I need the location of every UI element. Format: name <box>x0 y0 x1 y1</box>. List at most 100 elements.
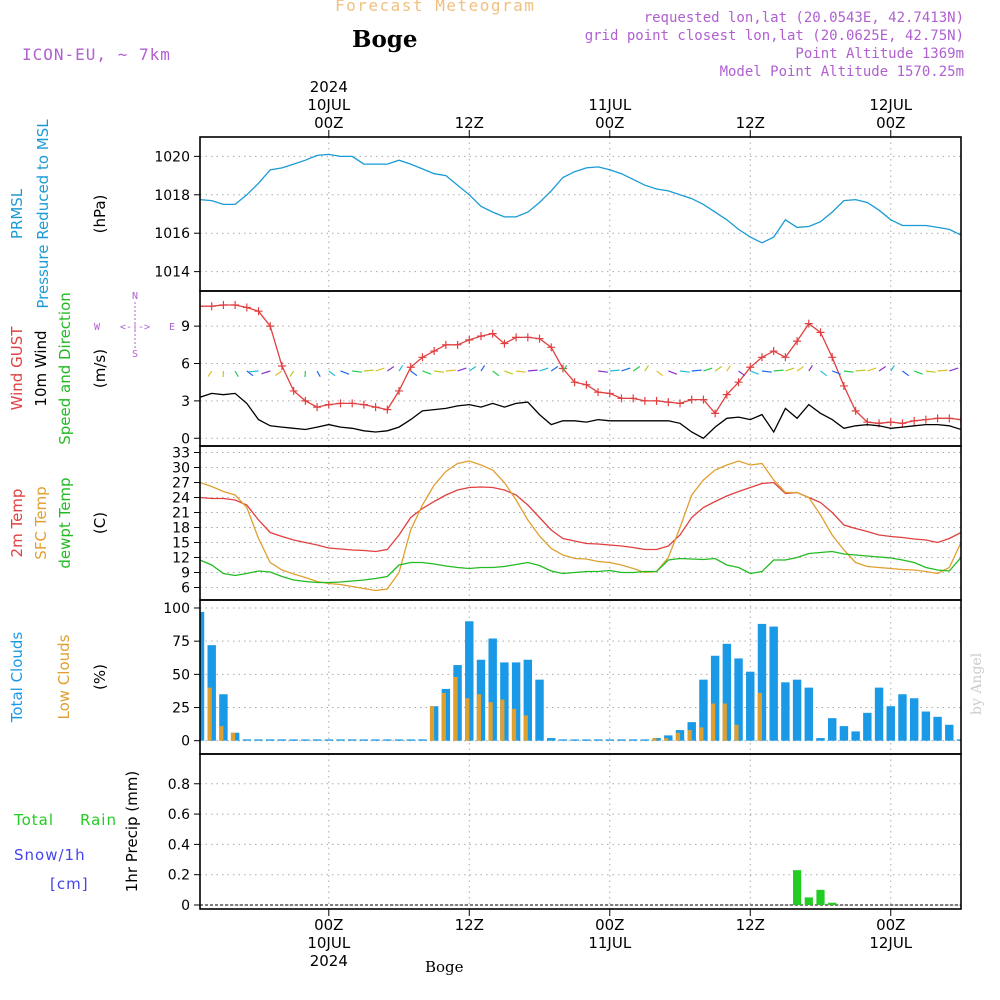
gust-marker <box>219 300 228 309</box>
total-cloud-bar <box>605 739 614 741</box>
gust-marker <box>886 418 895 427</box>
panel-frame <box>199 445 962 601</box>
wind-arrow <box>843 370 854 373</box>
y-tick-label: 0.6 <box>168 807 190 823</box>
wind-arrow <box>492 370 500 377</box>
low-cloud-bar <box>429 706 435 741</box>
x-axis: 202410JUL00Z00Z10JUL202412Z12Z11JUL00Z00… <box>307 78 912 970</box>
panel-label-temperature-3: (C) <box>91 512 109 534</box>
gust-marker <box>605 389 614 398</box>
panel-label-clouds-0: Total Clouds <box>8 632 26 724</box>
gust-marker <box>488 329 497 338</box>
gust-marker <box>945 414 954 423</box>
wind-arrow <box>434 370 445 373</box>
panel-label-wind-2: Speed and Direction <box>56 292 74 445</box>
series-line-gust <box>200 304 961 424</box>
wind-arrow <box>808 365 813 372</box>
rain-bar <box>816 889 825 905</box>
wind-arrow <box>632 365 641 372</box>
x-tick-label-top: 11JUL <box>588 96 631 114</box>
wind-arrow <box>363 369 374 372</box>
low-cloud-bar <box>687 730 692 741</box>
low-cloud-bar <box>710 703 716 741</box>
total-cloud-bar <box>547 738 556 741</box>
panel-label-pressure-2: (hPa) <box>91 195 109 234</box>
wind-arrow <box>761 370 772 373</box>
series-line-wind10m <box>200 392 961 440</box>
wind-arrow <box>516 370 526 373</box>
wind-arrow <box>937 369 948 372</box>
gust-marker <box>851 406 860 415</box>
panel-label-clouds-1: Low Clouds <box>55 634 73 719</box>
wind-arrow <box>621 367 631 372</box>
panel-label-temperature-1: SFC Temp <box>32 486 50 559</box>
gust-marker <box>430 347 439 356</box>
total-cloud-bar <box>956 739 961 741</box>
gust-marker <box>418 353 427 362</box>
low-cloud-bar <box>722 703 727 741</box>
series-line-t2m <box>200 481 961 553</box>
gust-marker <box>277 362 286 371</box>
low-cloud-bar <box>230 732 236 741</box>
wind-arrow <box>949 367 959 372</box>
total-cloud-bar <box>851 731 860 741</box>
wind-arrow <box>386 365 395 372</box>
total-cloud-bar <box>312 739 322 741</box>
wind-arrow <box>328 370 336 377</box>
rain-bar <box>828 902 837 905</box>
gust-marker <box>547 343 556 352</box>
wind-arrow <box>820 370 828 377</box>
gust-marker <box>242 303 251 312</box>
total-cloud-bar <box>570 739 579 741</box>
y-tick-label: 1014 <box>154 265 190 281</box>
compass-w: W <box>94 322 101 333</box>
total-cloud-bar <box>254 739 263 741</box>
gust-marker <box>839 381 848 390</box>
y-tick-label: 12 <box>172 551 190 567</box>
total-cloud-bar <box>347 739 357 741</box>
gust-marker <box>254 307 263 316</box>
y-tick-label: 18 <box>172 521 190 537</box>
plot-area <box>200 611 961 741</box>
gust-marker <box>336 399 345 408</box>
gust-marker <box>804 319 813 328</box>
panel-label-temperature-0: 2m Temp <box>8 489 26 558</box>
wind-arrow <box>796 365 805 372</box>
y-tick-label: 75 <box>172 634 190 650</box>
y-tick-label: 3 <box>181 394 190 410</box>
x-tick-label-bottom: 10JUL <box>307 934 350 952</box>
rain-bar <box>804 897 813 905</box>
gust-marker <box>781 353 790 362</box>
x-tick-label-bottom: 11JUL <box>588 934 631 952</box>
y-tick-label: 0 <box>181 734 190 750</box>
gust-marker <box>266 322 275 331</box>
wind-arrow <box>410 370 418 377</box>
total-cloud-bar <box>336 739 345 741</box>
total-cloud-bar <box>200 611 205 741</box>
total-cloud-bar <box>769 626 778 741</box>
wind-arrow <box>832 370 841 375</box>
total-cloud-bar <box>804 687 814 741</box>
wind-arrow <box>274 370 283 376</box>
total-cloud-bar <box>394 739 404 741</box>
y-tick-label: 9 <box>181 566 190 582</box>
total-cloud-bar <box>886 706 895 741</box>
low-cloud-bar <box>734 724 739 741</box>
gust-marker <box>687 395 696 404</box>
gust-marker <box>441 340 450 349</box>
panel-frame <box>199 290 962 447</box>
total-cloud-bar <box>781 682 790 741</box>
total-cloud-bar <box>722 643 732 741</box>
wind-arrow <box>539 367 549 372</box>
wind-arrow <box>457 367 467 372</box>
low-cloud-bar <box>219 726 224 741</box>
wind-arrow <box>703 367 713 372</box>
panel-frame <box>199 753 962 910</box>
low-cloud-bar <box>500 699 505 741</box>
gust-marker <box>910 416 919 425</box>
panel-clouds: 0 25 50 75 100 Total Clouds Low Clouds (%) <box>8 599 962 755</box>
wind-arrow <box>656 370 664 377</box>
series-line-dewpt <box>200 550 961 584</box>
x-tick-label-top: 00Z <box>876 114 905 132</box>
total-cloud-bar <box>898 694 907 741</box>
